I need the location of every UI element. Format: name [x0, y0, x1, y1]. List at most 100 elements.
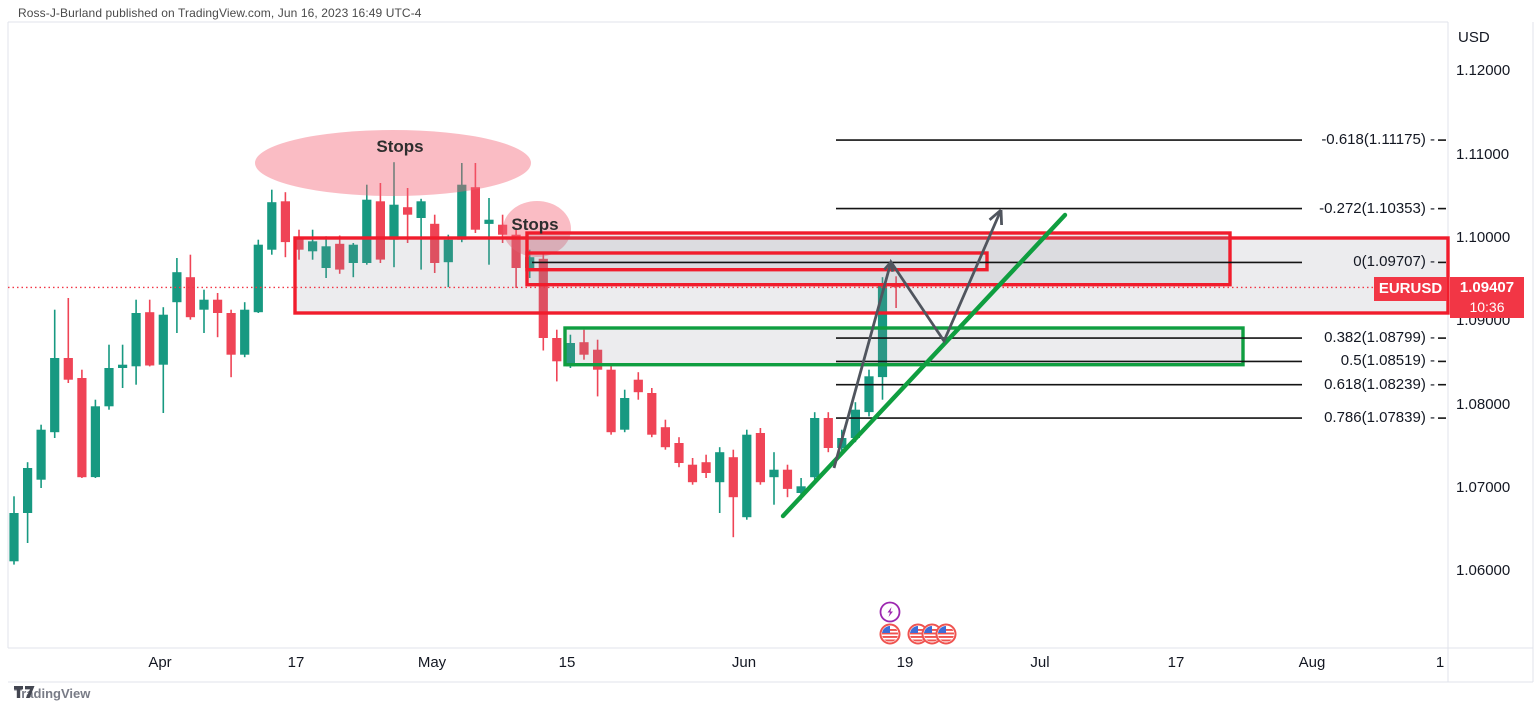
- candle-body: [593, 349, 603, 370]
- candles-series[interactable]: [9, 162, 901, 565]
- supply-zone-small[interactable]: [525, 251, 989, 272]
- candle-body: [810, 418, 820, 478]
- candle-body: [50, 358, 60, 433]
- event-icons[interactable]: [879, 601, 957, 645]
- candle-body: [131, 313, 141, 367]
- fib-level-label: 0.618(1.08239) -: [1324, 376, 1435, 393]
- last-price-tag: 1.09407 10:36: [1450, 277, 1524, 318]
- stops-ellipses[interactable]: [255, 130, 571, 257]
- us-flag-event-icon[interactable]: [935, 623, 957, 645]
- stops-annotation-small[interactable]: Stops: [511, 215, 559, 234]
- candle-body: [362, 199, 372, 263]
- candle-body: [403, 207, 413, 215]
- stops-ellipse-large[interactable]: [255, 130, 531, 196]
- price-tick-label: 1.10000: [1456, 229, 1511, 246]
- candle-body: [877, 283, 888, 378]
- candle-body: [498, 224, 508, 235]
- candle-body: [484, 219, 494, 224]
- fib-level-label: 0.382(1.08799) -: [1324, 329, 1435, 346]
- price-tick-label: 1.08000: [1456, 396, 1511, 413]
- candle-body: [199, 299, 209, 310]
- projection-arrow-line[interactable]: [832, 209, 1003, 469]
- candle-body: [36, 429, 46, 480]
- zones-layer[interactable]: [293, 231, 1450, 367]
- candle-body: [335, 243, 345, 270]
- projection-arrow[interactable]: [832, 208, 1003, 469]
- candle-body: [321, 246, 331, 268]
- candle-body: [416, 201, 426, 218]
- fib-level-label: 0.786(1.07839) -: [1324, 409, 1435, 426]
- candle-body: [674, 443, 684, 463]
- candle-body: [755, 433, 765, 483]
- chart-grid-frame: [7, 21, 1534, 683]
- candle-body: [701, 462, 711, 473]
- candle-body: [253, 244, 263, 313]
- trend-line[interactable]: [780, 212, 1068, 519]
- fib-retracement-lines[interactable]: [532, 139, 1446, 419]
- stops-annotation-large[interactable]: Stops: [376, 137, 424, 156]
- time-tick-label: 17: [1167, 654, 1185, 671]
- candle-body: [525, 257, 535, 268]
- candle-body: [457, 184, 467, 240]
- candle-body: [430, 223, 440, 263]
- time-tick-label: May: [417, 654, 447, 671]
- supply-zone-inner[interactable]: [525, 231, 1232, 287]
- candle-body: [389, 204, 399, 240]
- candle-body: [633, 379, 643, 393]
- time-tick-label: 1: [1435, 654, 1445, 671]
- candle-body: [538, 258, 548, 338]
- candle-body: [294, 238, 304, 250]
- tradingview-logo[interactable]: TradingView: [14, 686, 90, 701]
- symbol-price-tag: EURUSD: [1374, 277, 1447, 301]
- candle-body: [104, 368, 114, 407]
- time-tick-label: Jun: [731, 654, 757, 671]
- candle-body: [660, 427, 670, 448]
- candle-wick: [67, 298, 70, 383]
- fib-level-label: -0.618(1.11175) -: [1321, 131, 1435, 148]
- candle-body: [728, 457, 738, 498]
- candle-body: [267, 202, 277, 250]
- candle-body: [118, 364, 128, 368]
- economic-event-lightning-icon[interactable]: [879, 601, 901, 623]
- candle-body: [145, 312, 155, 366]
- price-tick-label: 1.11000: [1456, 146, 1510, 163]
- attribution-text: Ross-J-Burland published on TradingView.…: [18, 6, 422, 20]
- candle-body: [715, 452, 725, 483]
- candle-body: [823, 418, 833, 448]
- candle-wick: [773, 452, 775, 505]
- last-price-value: 1.09407: [1459, 279, 1515, 296]
- demand-zone[interactable]: [563, 326, 1245, 367]
- time-tick-label: 17: [287, 654, 305, 671]
- arrowhead: [988, 208, 1002, 221]
- arrowhead: [999, 209, 1003, 226]
- candle-body: [240, 309, 250, 355]
- candle-body: [864, 376, 874, 413]
- candle-body: [470, 187, 480, 230]
- supply-zone-outer[interactable]: [293, 236, 1450, 315]
- candle-body: [158, 314, 168, 365]
- tradingview-logo-icon: [14, 686, 35, 698]
- us-flag-event-icon[interactable]: [879, 623, 901, 645]
- candle-body: [375, 201, 385, 260]
- candle-wick: [203, 289, 205, 333]
- candle-body: [213, 299, 223, 313]
- candle-body: [565, 343, 575, 367]
- candle-body: [23, 468, 33, 513]
- time-tick-label: 19: [896, 654, 914, 671]
- stops-ellipse-small[interactable]: [503, 201, 571, 257]
- candle-body: [185, 277, 195, 318]
- tradingview-logo-text: TradingView: [14, 686, 91, 701]
- candle-wick: [216, 293, 219, 338]
- candle-body: [511, 234, 521, 268]
- candle-body: [348, 244, 358, 263]
- candle-body: [579, 342, 589, 355]
- candle-body: [606, 369, 616, 433]
- price-tick-label: 1.12000: [1456, 62, 1511, 79]
- time-tick-label: Aug: [1298, 654, 1326, 671]
- arrowhead: [883, 261, 893, 271]
- candle-body: [742, 434, 752, 518]
- candle-body: [63, 358, 73, 380]
- candle-body: [796, 486, 806, 493]
- candle-body: [90, 406, 100, 478]
